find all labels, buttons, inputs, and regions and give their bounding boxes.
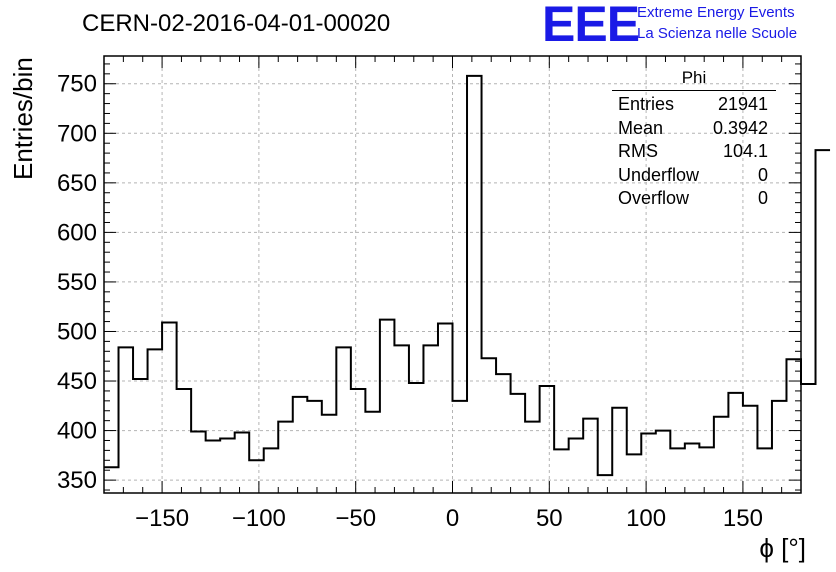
- y-tick-label: 750: [57, 71, 97, 98]
- grid-lines: [104, 56, 801, 493]
- stats-value: 0.3942: [712, 117, 768, 138]
- stats-row-overflow: Overflow 0: [612, 187, 776, 211]
- tick-labels: −150 −100 −50 0 50 100 150 350 400 450 500 550 600 65…: [57, 71, 763, 532]
- stats-label: Underflow: [618, 164, 700, 185]
- stats-label: RMS: [618, 141, 658, 161]
- y-tick-label: 650: [57, 170, 97, 197]
- y-axis-label-wrap: Entries/bin: [8, 57, 38, 190]
- y-tick-label: 600: [57, 219, 97, 246]
- y-tick-label: 450: [57, 368, 97, 395]
- y-tick-label: 400: [57, 418, 97, 445]
- x-tick-label: 0: [446, 505, 459, 532]
- y-axis-label: Entries/bin: [8, 57, 38, 180]
- logo-letters: EEE: [542, 0, 640, 52]
- stats-box: Phi Entries 21941 Mean 0.3942 RMS 104.1 …: [612, 68, 776, 211]
- chart-title: CERN-02-2016-04-01-00020: [82, 10, 391, 37]
- x-tick-label: −50: [335, 505, 376, 532]
- stats-title: Phi: [612, 68, 776, 91]
- logo-line-2: La Scienza nelle Scuole: [637, 25, 798, 42]
- y-tick-label: 500: [57, 318, 97, 345]
- stats-label: Entries: [618, 94, 675, 114]
- stats-label: Overflow: [618, 188, 690, 208]
- stats-row-mean: Mean 0.3942: [612, 117, 776, 141]
- x-axis-label: ϕ [°]: [759, 533, 806, 563]
- eee-logo: EEE Extreme Energy Events La Scienza nel…: [542, 0, 834, 52]
- histogram-step-line: [104, 74, 831, 477]
- y-tick-label: 700: [57, 120, 97, 147]
- axis-ticks: [103, 56, 802, 493]
- y-tick-label: 350: [57, 467, 97, 494]
- y-tick-label: 550: [57, 269, 97, 296]
- x-tick-label: 100: [626, 505, 666, 532]
- stats-label: Mean: [618, 117, 664, 138]
- x-tick-label: −150: [135, 505, 189, 532]
- stats-value: 104.1: [722, 141, 768, 161]
- stats-row-rms: RMS 104.1: [612, 140, 776, 164]
- x-tick-label: 150: [723, 505, 763, 532]
- x-tick-label: −100: [232, 505, 286, 532]
- stats-value: 21941: [717, 94, 768, 114]
- logo-line-1: Extreme Energy Events: [637, 4, 795, 21]
- stats-row-underflow: Underflow 0: [612, 164, 776, 188]
- x-tick-label: 50: [536, 505, 563, 532]
- stats-value: 0: [757, 188, 768, 208]
- stats-row-entries: Entries 21941: [612, 93, 776, 117]
- stats-value: 0: [757, 164, 768, 185]
